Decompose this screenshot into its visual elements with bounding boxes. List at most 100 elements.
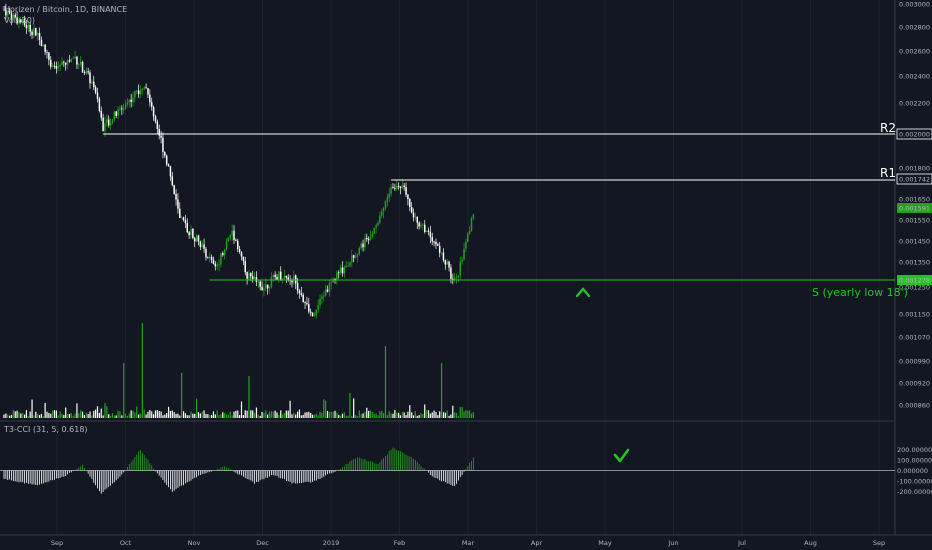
volume-bar: [182, 411, 185, 418]
support-label: S (yearly low 18'): [812, 286, 908, 299]
volume-bar: [100, 408, 102, 418]
candle-body: [180, 217, 183, 219]
volume-bar: [111, 413, 114, 418]
candle-body: [29, 24, 31, 32]
volume-bar: [356, 415, 359, 418]
price-tick-label: 0.001350: [899, 259, 930, 267]
volume-bar: [351, 415, 353, 418]
volume-bar: [446, 410, 448, 418]
axes: 0.003000 0.002800 0.002600 0.002400 0.002200…: [51, 1, 932, 548]
volume-bar: [377, 415, 379, 418]
candle-body: [76, 56, 78, 65]
volume-bar: [375, 413, 377, 418]
volume-bar: [27, 415, 29, 418]
time-tick-label: Jul: [737, 539, 746, 547]
volume-bar: [12, 410, 14, 418]
last-price-text: 0.001591: [899, 205, 930, 213]
volume-bar: [123, 363, 125, 418]
volume-bar: [231, 415, 233, 418]
volume-bar: [381, 411, 383, 418]
level-lines: [103, 133, 895, 281]
volume-bar: [233, 411, 235, 418]
candle-body: [321, 296, 323, 299]
candle-body: [328, 283, 331, 292]
candle-body: [83, 72, 86, 74]
candle-body: [192, 228, 194, 239]
volume-bar: [74, 413, 76, 418]
candle-body: [280, 271, 282, 280]
candle-body: [287, 277, 289, 281]
candle-body: [25, 25, 28, 29]
volume-bar: [457, 415, 460, 418]
candle-body: [427, 230, 430, 232]
candle-body: [223, 249, 226, 256]
candle-body: [399, 186, 402, 189]
volume-bar: [177, 413, 179, 418]
volume-bar: [132, 410, 134, 418]
candle-body: [435, 241, 437, 245]
candle-body: [3, 9, 5, 11]
volume-bar: [308, 411, 310, 418]
volume-bar: [50, 413, 52, 418]
volume-bar: [40, 413, 42, 418]
volume-bar: [416, 415, 418, 418]
volume-bar: [439, 411, 441, 418]
candle-body: [102, 117, 104, 131]
volume-bar: [403, 412, 405, 418]
candle-body: [164, 152, 166, 156]
candle-body: [311, 312, 314, 317]
volume-bar: [218, 414, 220, 418]
candle-body: [291, 280, 293, 283]
candle-body: [294, 275, 297, 284]
candle-body: [179, 208, 181, 218]
candle-body: [184, 220, 187, 223]
volume-bar: [252, 410, 254, 418]
candle-body: [81, 61, 84, 73]
volume-bar: [89, 411, 91, 418]
candle-body: [371, 233, 374, 237]
candle-body: [336, 272, 338, 280]
candle-body: [360, 243, 362, 249]
candle-body: [467, 233, 469, 242]
volume-bar: [265, 410, 267, 418]
volume-bars: [3, 323, 474, 418]
volume-bar: [455, 413, 458, 418]
candle-body: [36, 32, 39, 36]
volume-bar: [347, 415, 349, 418]
candle-body: [429, 231, 432, 238]
volume-bar: [414, 411, 416, 418]
volume-bar: [354, 414, 357, 418]
volume-bar: [287, 410, 289, 418]
candle-body: [149, 94, 151, 103]
candle-body: [111, 119, 114, 123]
volume-bar: [244, 410, 246, 418]
candle-body: [216, 264, 218, 267]
cci-tick-label: 0.000000: [897, 467, 928, 475]
volume-bar: [153, 414, 155, 418]
candle-body: [160, 135, 162, 138]
volume-bar: [70, 413, 72, 418]
candle-body: [326, 289, 329, 292]
candle-body: [351, 255, 353, 263]
price-tick-label: 0.002600: [899, 48, 930, 56]
volume-bar: [20, 413, 22, 418]
candle-body: [78, 64, 80, 66]
volume-bar: [328, 412, 330, 418]
volume-bar: [267, 414, 269, 418]
volume-bar: [18, 412, 20, 418]
candle-body: [128, 99, 131, 103]
volume-bar: [345, 415, 347, 418]
candle-body: [422, 224, 424, 226]
candle-body: [109, 122, 112, 126]
volume-bar: [16, 410, 18, 418]
candle-body: [362, 243, 364, 248]
volume-bar: [57, 415, 59, 418]
candle-body: [229, 235, 232, 238]
volume-bar: [422, 413, 424, 418]
candle-body: [139, 89, 142, 95]
candle-body: [412, 212, 415, 218]
candle-body: [244, 261, 246, 273]
volume-bar: [295, 414, 297, 418]
volume-bar: [300, 415, 302, 418]
candle-body: [31, 31, 33, 36]
